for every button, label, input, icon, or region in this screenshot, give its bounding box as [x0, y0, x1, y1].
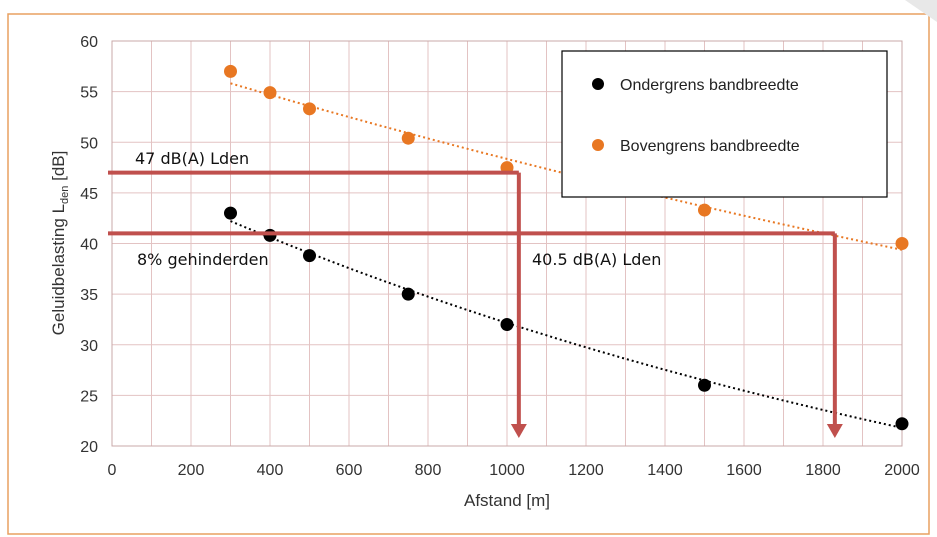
- legend-marker-ondergrens: [592, 78, 604, 90]
- data-point-series-0: [895, 417, 909, 431]
- data-point-series-1: [698, 203, 711, 217]
- annotation-47db: 47 dB(A) Lden: [135, 149, 249, 168]
- x-tick-label: 1800: [805, 462, 841, 479]
- x-axis-ticks: 0 200 400 600 800 1000 1200 1400 1600 1800 2000: [108, 462, 920, 479]
- legend-label-ondergrens: Ondergrens bandbreedte: [620, 77, 799, 94]
- data-point-series-0: [263, 228, 277, 242]
- data-point-series-1: [303, 102, 316, 116]
- x-tick-label: 0: [108, 462, 117, 479]
- data-point-series-1: [895, 237, 909, 250]
- y-axis-label: Geluidbelasting Lden [dB]: [49, 151, 71, 336]
- y-tick-label: 20: [80, 439, 98, 456]
- x-axis-label: Afstand [m]: [464, 491, 550, 510]
- y-tick-label: 60: [80, 34, 98, 51]
- annotation-arrow-47db-head: [510, 424, 527, 438]
- y-tick-label: 45: [80, 186, 98, 203]
- trend-lines: [230, 82, 903, 429]
- x-tick-label: 1200: [568, 462, 604, 479]
- x-tick-label: 1400: [647, 462, 683, 479]
- trend-line-1: [230, 82, 903, 251]
- x-tick-label: 1600: [726, 462, 762, 479]
- annotation-405db: 40.5 dB(A) Lden: [532, 250, 661, 269]
- annotations: [108, 170, 843, 438]
- y-tick-label: 35: [80, 287, 98, 304]
- trend-line-0: [230, 220, 903, 429]
- data-point-series-0: [401, 287, 415, 301]
- corner-fold: [905, 0, 937, 22]
- data-point-series-0: [500, 318, 514, 331]
- x-tick-label: 800: [415, 462, 442, 479]
- data-point-series-1: [224, 64, 237, 78]
- data-point-series-0: [224, 206, 237, 220]
- data-point-series-1: [401, 131, 415, 145]
- y-tick-label: 30: [80, 338, 98, 355]
- x-tick-label: 200: [178, 462, 205, 479]
- x-tick-label: 600: [336, 462, 363, 479]
- x-tick-label: 400: [257, 462, 284, 479]
- data-point-series-1: [263, 86, 277, 100]
- x-tick-label: 1000: [489, 462, 525, 479]
- data-point-series-0: [303, 249, 316, 263]
- legend-label-bovengrens: Bovengrens bandbreedte: [620, 138, 800, 155]
- legend-box: [561, 50, 888, 198]
- annotation-arrow-405db-head: [826, 424, 843, 438]
- y-tick-label: 40: [80, 237, 98, 254]
- legend-marker-bovengrens: [592, 139, 604, 151]
- y-axis-ticks: 20 25 30 35 40 45 50 55 60: [80, 34, 98, 456]
- annotation-8pct: 8% gehinderden: [137, 250, 269, 269]
- y-tick-label: 25: [80, 388, 98, 405]
- y-tick-label: 55: [80, 85, 98, 102]
- x-tick-label: 2000: [884, 462, 920, 479]
- y-tick-label: 50: [80, 135, 98, 152]
- data-point-series-0: [698, 378, 711, 392]
- legend: Ondergrens bandbreedte Bovengrens bandbr…: [561, 50, 888, 198]
